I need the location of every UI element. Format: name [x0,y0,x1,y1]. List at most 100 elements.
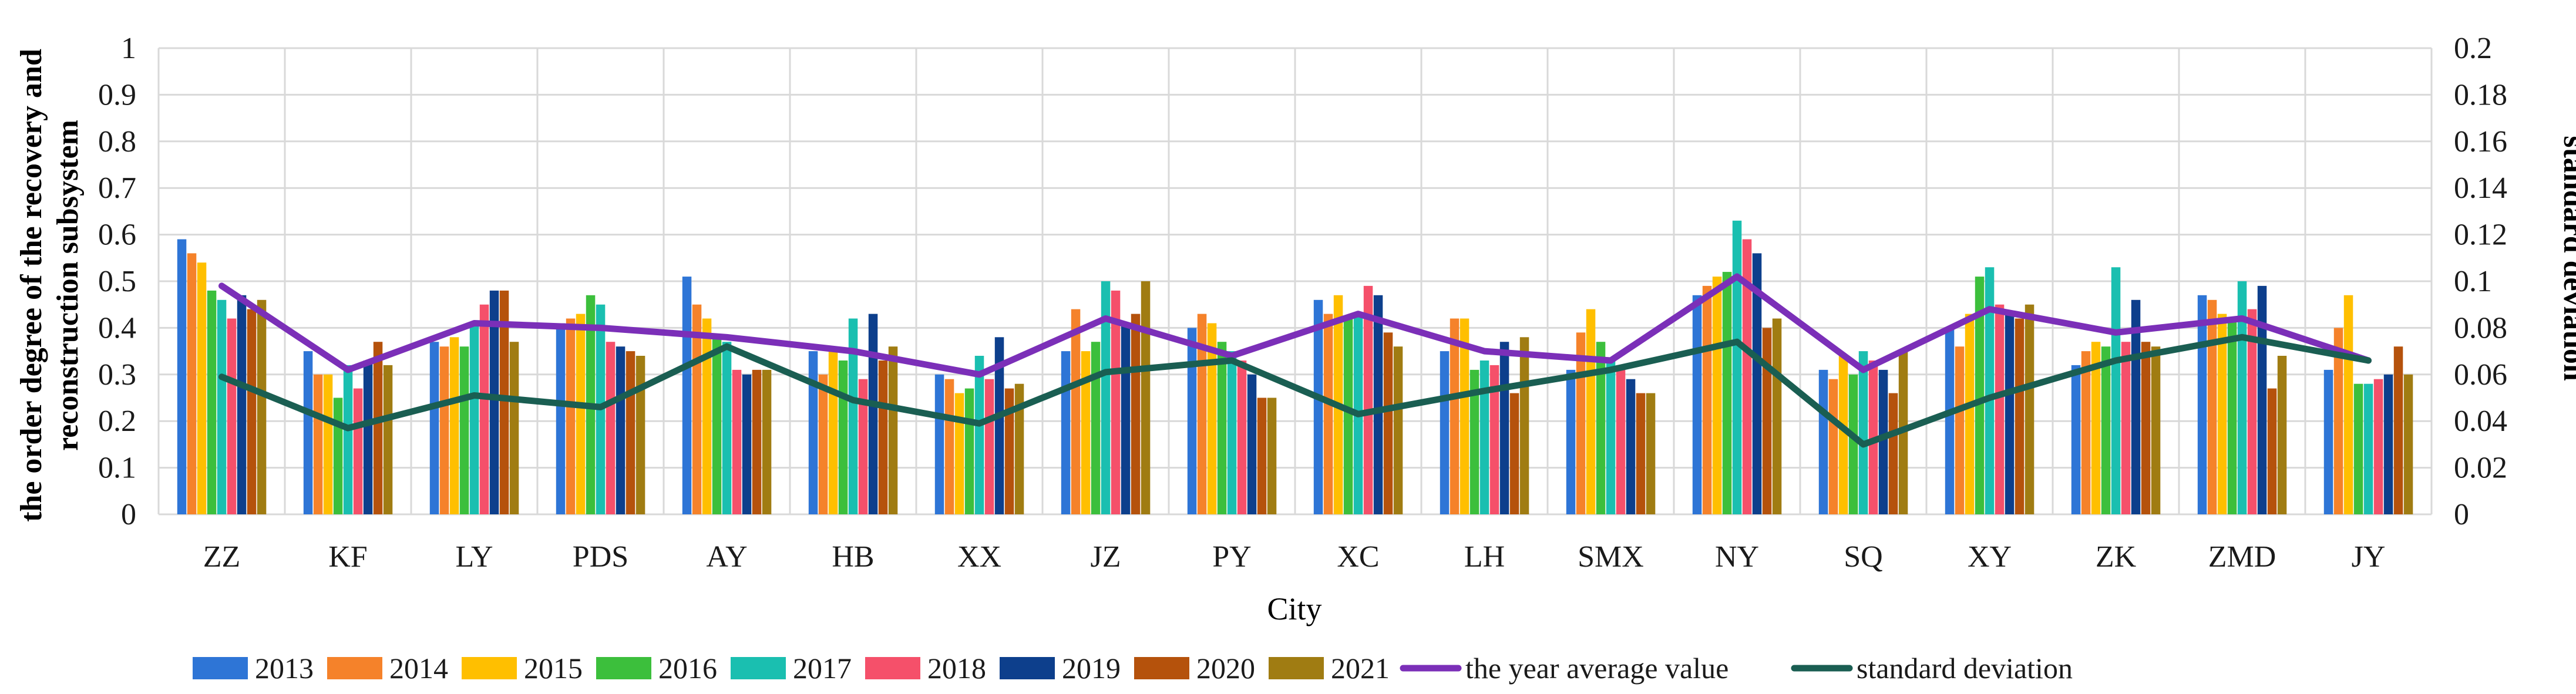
y2-axis-title: standard deviation [2557,136,2576,381]
y-axis-title: the order degree of the recovery and rec… [15,49,85,522]
bar-2017-AY [722,342,732,514]
bar-2018-JZ [1111,290,1121,514]
bar-2021-HB [888,346,898,514]
bar-2014-JY [2333,328,2343,514]
legend-label-2021: 2021 [1331,652,1390,685]
x-tick-label: XC [1337,540,1379,574]
x-tick-label: ZMD [2208,540,2276,574]
bar-2018-JY [2373,379,2383,514]
bar-2020-JY [2393,346,2403,514]
bar-2013-PY [1187,328,1197,514]
bar-2021-XC [1393,346,1403,514]
bar-2015-SQ [1838,356,1848,514]
bar-2018-PDS [606,342,616,514]
x-axis-title: City [1267,591,1321,626]
bar-2014-HB [818,374,828,514]
bar-2020-JZ [1131,314,1141,514]
bar-2013-LY [429,342,439,514]
x-tick-label: PY [1212,540,1251,574]
bar-2015-AY [702,318,712,514]
bar-2017-SQ [1858,351,1868,514]
bar-2013-ZZ [177,239,187,514]
bar-2019-SQ [1878,369,1888,514]
bar-2013-AY [682,277,692,514]
bar-2019-XY [2005,314,2015,514]
bar-2018-XY [1995,304,2005,514]
bar-2013-SQ [1818,369,1828,514]
bar-2020-SMX [1636,393,1646,514]
x-tick-label: JY [2352,540,2386,574]
y2-tick-label: 0.04 [2454,405,2507,438]
bar-2017-PY [1227,351,1237,514]
x-tick-label: KF [328,540,367,574]
bar-2014-KF [313,374,323,514]
legend-swatch-2017 [731,657,786,679]
bar-2021-XX [1014,383,1024,514]
bar-2015-JZ [1081,351,1091,514]
bar-2020-NY [1762,328,1772,514]
y-tick-label: 0.4 [98,311,136,345]
legend-label-the-year-average-value: the year average value [1465,652,1728,685]
bar-2016-KF [333,397,343,514]
bar-2015-JY [2343,295,2353,514]
bar-2013-LH [1440,351,1450,514]
y-tick-label: 0.7 [98,171,136,205]
y-tick-label: 0.9 [98,78,136,112]
bar-2019-LH [1499,342,1509,514]
bar-2015-ZK [2091,342,2101,514]
bar-2013-XC [1313,299,1323,514]
y2-tick-label: 0.06 [2454,358,2507,392]
bar-2019-PY [1247,374,1257,514]
bar-2017-XX [974,356,984,514]
bar-2013-NY [1692,295,1702,514]
bar-2015-ZMD [2217,314,2227,514]
bar-2016-JZ [1091,342,1101,514]
bar-2015-LH [1459,318,1469,514]
bar-2016-PY [1217,342,1227,514]
x-tick-label: NY [1715,540,1759,574]
y-tick-label: 0.2 [98,405,136,438]
bar-2014-SQ [1828,379,1838,514]
y2-tick-label: 0.08 [2454,311,2507,345]
bar-2020-ZK [2141,342,2151,514]
bar-2016-AY [712,337,722,514]
bar-2015-HB [828,351,838,514]
bar-2014-XX [944,379,954,514]
bar-2021-ZZ [257,299,267,514]
right-axis-ticks: 0 0.02 0.04 0.06 0.08 0.1 0.12 0.14 0.16 0.18 0.2 [2454,32,2507,531]
bar-2019-XC [1373,295,1383,514]
bar-2016-ZK [2101,346,2111,514]
left-axis-ticks: 0 0.1 0.2 0.3 0.4 0.5 0.6 0.7 0.8 0.9 1 [98,32,136,531]
legend-label-2019: 2019 [1062,652,1121,685]
bar-2018-KF [353,388,363,514]
y-tick-label: 0.1 [98,452,136,485]
bar-2021-PY [1267,397,1277,514]
bar-2015-KF [323,374,333,514]
bar-2013-ZK [2071,365,2081,514]
bar-2019-XX [994,337,1004,514]
bar-2020-XY [2015,318,2025,514]
bar-2017-JZ [1101,281,1111,514]
y-tick-label: 0.3 [98,358,136,392]
legend-label-2013: 2013 [255,652,314,685]
legend-swatch-2015 [462,657,517,679]
y-tick-label: 0.6 [98,218,136,252]
series-lines [218,273,2372,448]
bar-2015-PY [1207,323,1217,514]
bar-2015-PDS [576,314,586,514]
bar-2018-ZK [2121,342,2131,514]
bar-2017-ZZ [217,299,227,514]
gridlines [157,47,2433,516]
bar-2013-PDS [556,323,566,514]
bar-2014-XC [1323,314,1333,514]
y2-tick-label: 0.02 [2454,452,2507,485]
x-tick-label: JZ [1091,540,1121,574]
legend-swatch-2013 [193,657,248,679]
bar-2015-SMX [1586,309,1596,514]
bar-2020-LH [1509,393,1519,514]
bar-2021-JY [2403,374,2413,514]
y-tick-label: 0.8 [98,125,136,159]
legend-label-2016: 2016 [658,652,717,685]
bar-2020-PDS [625,351,635,514]
bar-2015-XY [1965,314,1975,514]
